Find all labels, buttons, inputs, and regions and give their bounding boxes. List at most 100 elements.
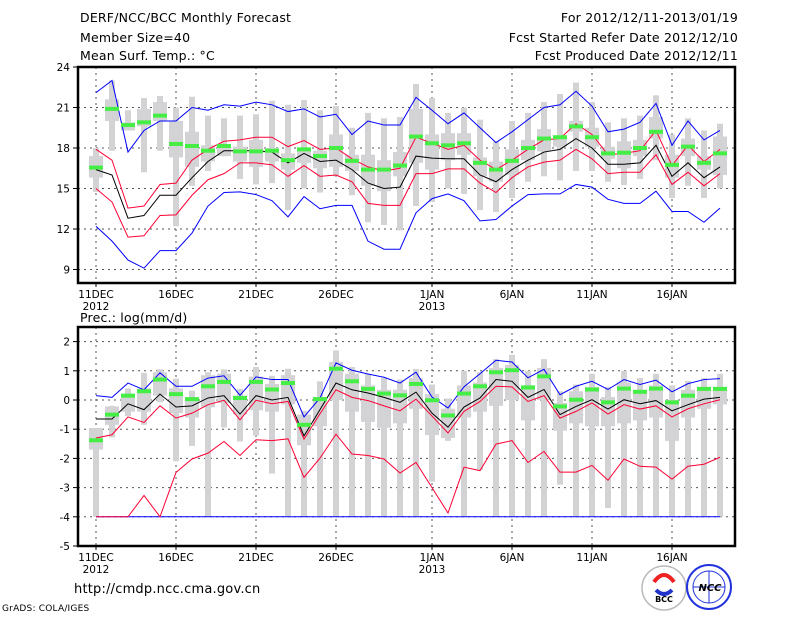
box-bar <box>617 141 631 169</box>
whisker-bar <box>173 378 179 462</box>
chart-title: DERF/NCC/BCC Monthly Forecast <box>80 10 292 25</box>
y-tick-label: 18 <box>57 143 70 155</box>
x-tick-label: 1JAN <box>420 289 445 301</box>
median-marker <box>489 167 503 172</box>
median-marker <box>329 146 343 150</box>
series-min-line <box>95 183 721 269</box>
forecast-produced-date: Fcst Produced Date 2012/12/11 <box>534 48 738 63</box>
whisker-bar <box>381 377 387 517</box>
x-tick-label: 6JAN <box>500 289 525 301</box>
x-tick-label: 11DEC <box>78 552 113 564</box>
whisker-bar <box>205 372 211 517</box>
box-bar <box>473 382 487 412</box>
source-url[interactable]: http://cmdp.ncc.cma.gov.cn <box>74 582 261 597</box>
box-bar <box>153 372 167 396</box>
x-tick-label: 1JAN <box>420 552 445 564</box>
whisker-bar <box>557 391 563 485</box>
y-tick-label: 1 <box>63 366 70 378</box>
median-marker <box>185 397 199 402</box>
y-tick-label: 0 <box>63 395 70 407</box>
box-bar <box>633 389 647 421</box>
median-marker <box>121 393 135 398</box>
panel1-title: Mean Surf. Temp.: °C <box>80 48 215 63</box>
median-marker <box>537 136 551 141</box>
box-bar <box>393 389 407 424</box>
median-marker <box>569 397 583 402</box>
box-bar <box>425 134 439 170</box>
median-marker <box>409 134 423 139</box>
y-tick-label: 12 <box>57 224 70 236</box>
median-marker <box>617 150 631 155</box>
whisker-bar <box>173 107 179 227</box>
median-marker <box>681 393 695 398</box>
median-marker <box>409 381 423 386</box>
median-marker <box>105 412 119 417</box>
whisker-bar <box>93 428 99 517</box>
box-bar <box>601 397 615 427</box>
box-bar <box>185 397 199 418</box>
x-tick-label: 16JAN <box>656 289 687 301</box>
whisker-bar <box>605 386 611 509</box>
median-marker <box>169 141 183 146</box>
series-mean-line <box>95 137 721 219</box>
whisker-bar <box>157 96 163 151</box>
box-bar <box>169 121 183 158</box>
median-marker <box>153 377 167 382</box>
median-marker <box>297 422 311 427</box>
box-bar <box>297 414 311 446</box>
median-marker <box>553 135 567 140</box>
whisker-bar <box>365 374 371 517</box>
median-marker <box>393 163 407 168</box>
median-marker <box>441 413 455 418</box>
median-marker <box>665 400 679 405</box>
x-tick-label: 11JAN <box>576 289 607 301</box>
box-bar <box>249 376 263 411</box>
median-marker <box>105 106 119 111</box>
y-tick-label: -1 <box>60 424 70 436</box>
y-tick-label: 15 <box>57 184 70 196</box>
median-marker <box>697 160 711 165</box>
box-bar <box>201 145 215 162</box>
box-bar <box>649 385 663 418</box>
box-bar <box>521 385 535 421</box>
median-marker <box>569 124 583 129</box>
x-tick-label: 26DEC <box>318 552 353 564</box>
box-bar <box>617 382 631 424</box>
whisker-bar <box>573 384 579 517</box>
median-marker <box>137 389 151 394</box>
box-bar <box>521 139 535 161</box>
median-marker <box>217 379 231 384</box>
whisker-bar <box>397 379 403 517</box>
median-marker <box>425 141 439 146</box>
x-tick-label: 16DEC <box>158 552 193 564</box>
median-marker <box>537 374 551 379</box>
box-bar <box>553 136 567 147</box>
plot-frame <box>76 325 737 548</box>
box-bar <box>713 386 727 405</box>
median-marker <box>649 129 663 134</box>
median-marker <box>185 143 199 148</box>
whisker-bar <box>269 375 275 474</box>
median-marker <box>361 386 375 391</box>
series-lower-line <box>95 148 721 238</box>
median-marker <box>457 141 471 146</box>
forecast-start-date: Fcst Started Refer Date 2012/12/10 <box>508 30 738 45</box>
x-tick-label: 16JAN <box>656 552 687 564</box>
median-marker <box>601 400 615 405</box>
median-marker <box>249 379 263 384</box>
plot-frame <box>76 65 737 285</box>
x-tick-label: 11JAN <box>576 552 607 564</box>
series-max-line <box>95 79 721 154</box>
median-marker <box>585 387 599 392</box>
median-marker <box>89 165 103 170</box>
whisker-bar <box>205 115 211 171</box>
y-tick-label: 9 <box>63 265 70 277</box>
box-bar <box>185 131 199 167</box>
x-tick-label: 21DEC <box>238 552 273 564</box>
median-marker <box>329 366 343 371</box>
whisker-bar <box>141 98 147 173</box>
whisker-bar <box>685 381 691 517</box>
median-marker <box>201 384 215 389</box>
box-bar <box>329 134 343 167</box>
